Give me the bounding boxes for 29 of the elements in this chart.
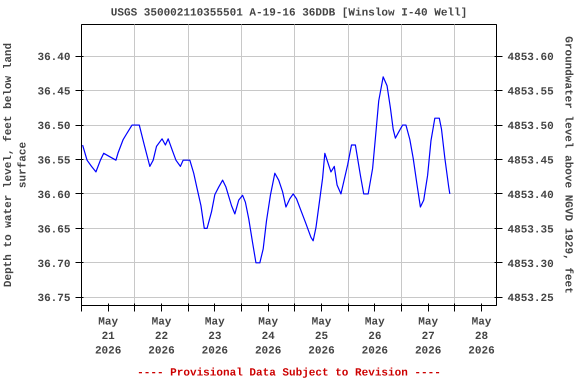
x-tick-label: May 22 2026 [148,316,175,358]
y-tick-label: 36.65 [37,224,71,236]
y-tick-label: 36.60 [37,190,71,202]
y-tick-label: 36.55 [37,155,71,168]
y2-tick-label: 4853.45 [508,155,554,168]
text: ---- Provisional Data Subject to Revision ---- [137,368,441,380]
y-tick-label: 36.45 [37,86,71,99]
chart-title: USGS 350002110355501 A-19-16 36DDB [Winslow I-40 Well] [110,8,468,20]
y2-tick-label: 4853.25 [508,293,554,306]
y-tick-label: 36.50 [37,121,71,134]
y-tick-label: 36.40 [37,52,71,64]
x-tick-label: May 27 2026 [414,316,442,358]
y-axis-title: Depth to water level, feet below land surface [2,42,30,288]
x-tick-label: May 25 2026 [308,316,335,358]
y2-axis-title: Groundwater level above NGVD 1929, feet [562,36,575,294]
line-series [82,76,450,264]
y2-tick-label: 4853.35 [508,224,554,236]
x-tick-label: May 23 2026 [202,316,228,358]
y2-tick-label: 4853.40 [508,190,554,202]
y2-tick-label: 4853.50 [508,121,554,134]
y2-tick-label: 4853.30 [508,258,554,271]
x-tick-label: May 21 2026 [94,316,122,358]
x-tick-label: May 24 2026 [254,316,282,358]
x-tick-label: May 26 2026 [362,316,388,358]
y-tick-label: 36.70 [37,258,71,271]
y-tick-label: 36.75 [37,293,71,306]
y2-tick-label: 4853.60 [508,52,554,64]
y2-tick-label: 4853.55 [508,86,554,99]
x-tick-label: May 28 2026 [468,316,495,358]
